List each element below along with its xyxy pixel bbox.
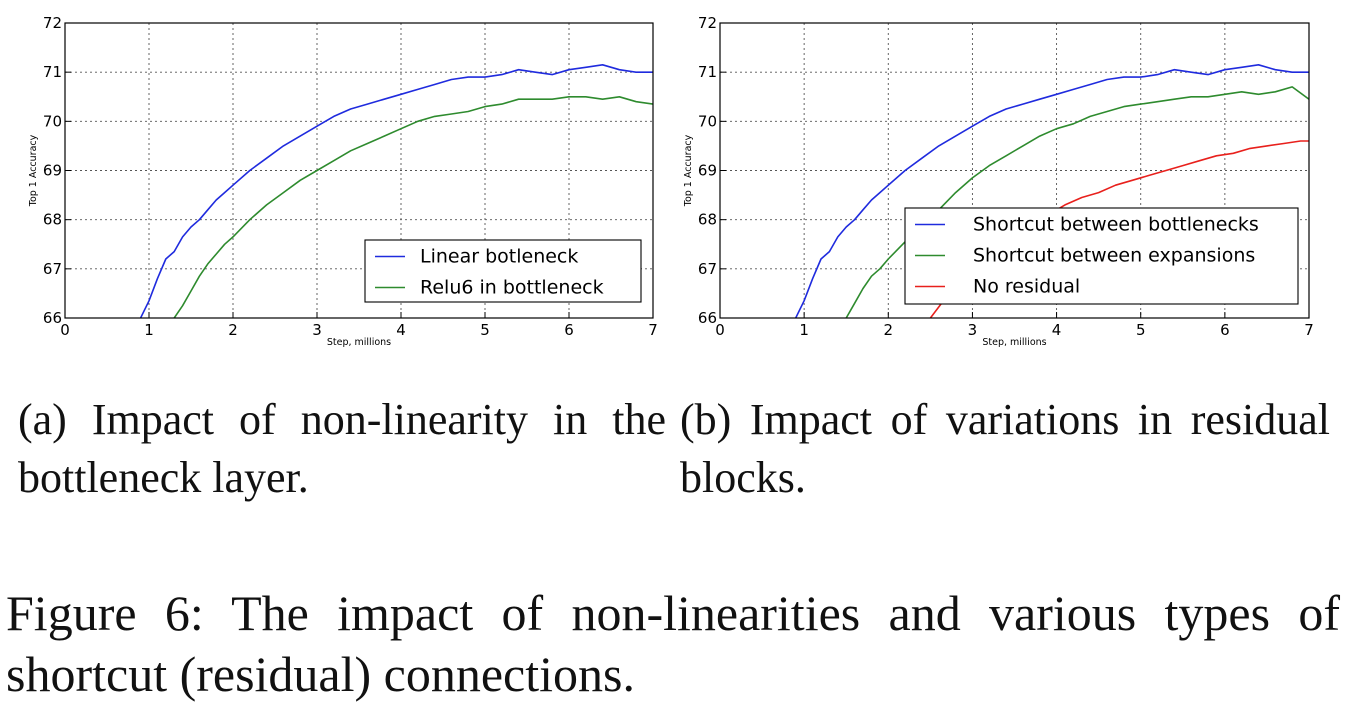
x-tick-label: 2 bbox=[884, 321, 894, 339]
x-tick-label: 6 bbox=[1220, 321, 1230, 339]
y-tick-label: 72 bbox=[43, 14, 62, 32]
series-line-2 bbox=[845, 86, 1309, 318]
y-tick-label: 71 bbox=[43, 63, 62, 81]
y-tick-label: 71 bbox=[698, 63, 717, 81]
x-axis-label: Step, millions bbox=[982, 337, 1046, 348]
y-tick-label: 68 bbox=[698, 211, 717, 229]
legend-label: No residual bbox=[973, 276, 1080, 298]
x-tick-label: 3 bbox=[968, 321, 978, 339]
y-tick-label: 72 bbox=[698, 14, 717, 32]
legend-label: Shortcut between expansions bbox=[973, 245, 1255, 267]
legend-label: Relu6 in bottleneck bbox=[420, 277, 604, 299]
x-tick-label: 4 bbox=[396, 321, 406, 339]
y-tick-label: 66 bbox=[43, 309, 62, 327]
x-tick-label: 1 bbox=[799, 321, 809, 339]
legend: Linear botleneck Relu6 in bottleneck bbox=[364, 239, 642, 303]
series-line-1 bbox=[139, 64, 653, 318]
x-tick-label: 2 bbox=[228, 321, 238, 339]
y-axis-label: Top 1 Accuracy bbox=[683, 134, 694, 207]
y-tick-label: 69 bbox=[698, 162, 717, 180]
x-tick-label: 0 bbox=[60, 321, 70, 339]
legend: Shortcut between bottlenecks Shortcut bet… bbox=[904, 207, 1299, 305]
x-tick-label: 7 bbox=[648, 321, 658, 339]
legend-label: Linear botleneck bbox=[420, 246, 578, 268]
x-tick-label: 5 bbox=[480, 321, 490, 339]
x-tick-label: 1 bbox=[144, 321, 154, 339]
series-line-2 bbox=[173, 96, 653, 318]
x-tick-label: 4 bbox=[1052, 321, 1062, 339]
x-tick-label: 0 bbox=[715, 321, 725, 339]
legend-label: Shortcut between bottlenecks bbox=[973, 214, 1259, 236]
x-tick-label: 6 bbox=[564, 321, 574, 339]
figure-caption: Figure 6: The impact of non-linearities … bbox=[6, 585, 1340, 702]
series-line-1 bbox=[794, 64, 1309, 318]
subcaption-a: (a) Impact of non-linearity in the bottl… bbox=[18, 395, 666, 502]
y-tick-label: 67 bbox=[43, 260, 62, 278]
y-tick-label: 70 bbox=[43, 112, 62, 130]
y-tick-label: 69 bbox=[43, 162, 62, 180]
y-tick-label: 68 bbox=[43, 211, 62, 229]
y-tick-label: 67 bbox=[698, 260, 717, 278]
x-tick-label: 5 bbox=[1136, 321, 1146, 339]
x-axis-label: Step, millions bbox=[327, 337, 391, 348]
subcaption-b: (b) Impact of variations in residual blo… bbox=[680, 395, 1330, 502]
y-tick-label: 70 bbox=[698, 112, 717, 130]
y-axis-label: Top 1 Accuracy bbox=[28, 134, 39, 207]
y-tick-label: 66 bbox=[698, 309, 717, 327]
x-tick-label: 7 bbox=[1304, 321, 1314, 339]
x-tick-label: 3 bbox=[312, 321, 322, 339]
